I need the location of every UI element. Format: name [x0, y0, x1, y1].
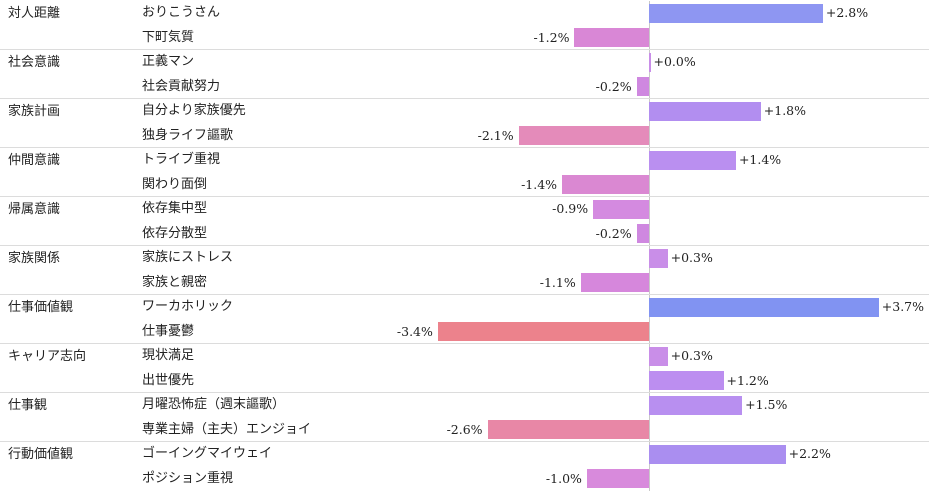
value-label: -1.4% — [521, 177, 557, 193]
category-label: 仲間意識 — [8, 153, 60, 169]
value-label: -2.6% — [447, 422, 483, 438]
value-label: +1.2% — [727, 373, 769, 389]
item-label: 家族と親密 — [142, 275, 207, 291]
item-label: おりこうさん — [142, 5, 220, 21]
bar — [581, 273, 649, 292]
bar — [637, 77, 649, 96]
group-divider — [0, 245, 929, 246]
bar — [488, 420, 649, 439]
value-label: +0.3% — [671, 348, 713, 364]
bar — [649, 298, 879, 317]
value-label: -0.2% — [596, 226, 632, 242]
item-label: 仕事憂鬱 — [142, 324, 194, 340]
group-divider — [0, 196, 929, 197]
value-label: +1.4% — [739, 152, 781, 168]
bar — [562, 175, 649, 194]
value-label: -1.2% — [534, 30, 570, 46]
bar — [587, 469, 649, 488]
category-label: 対人距離 — [8, 6, 60, 22]
bar — [649, 249, 668, 268]
value-label: +1.8% — [764, 103, 806, 119]
category-label: 社会意識 — [8, 55, 60, 71]
item-label: ポジション重視 — [142, 471, 233, 487]
category-label: 帰属意識 — [8, 202, 60, 218]
bar — [649, 396, 742, 415]
value-label: +0.3% — [671, 250, 713, 266]
value-label: -0.2% — [596, 79, 632, 95]
category-label: 仕事価値観 — [8, 300, 73, 316]
group-divider — [0, 98, 929, 99]
item-label: ゴーイングマイウェイ — [142, 446, 272, 462]
item-label: 依存分散型 — [142, 226, 207, 242]
item-label: 関わり面倒 — [142, 177, 207, 193]
category-label: 行動価値観 — [8, 447, 73, 463]
bar — [649, 371, 724, 390]
value-label: -3.4% — [397, 324, 433, 340]
item-label: 依存集中型 — [142, 201, 207, 217]
item-label: 出世優先 — [142, 373, 194, 389]
item-label: 下町気質 — [142, 30, 194, 46]
zero-axis-line — [649, 1, 650, 491]
bar — [649, 151, 736, 170]
value-label: -0.9% — [552, 201, 588, 217]
category-label: 家族計画 — [8, 104, 60, 120]
item-label: トライブ重視 — [142, 152, 220, 168]
bar — [519, 126, 649, 145]
category-label: 仕事観 — [8, 398, 47, 414]
bar — [574, 28, 649, 47]
item-label: 専業主婦（主夫）エンジョイ — [142, 422, 311, 438]
item-label: ワーカホリック — [142, 299, 233, 315]
group-divider — [0, 147, 929, 148]
bar — [637, 224, 649, 243]
item-label: 現状満足 — [142, 348, 194, 364]
bar — [649, 53, 651, 72]
bar — [649, 347, 668, 366]
item-label: 月曜恐怖症（週末謳歌） — [142, 397, 285, 413]
value-label: +2.8% — [826, 5, 868, 21]
group-divider — [0, 294, 929, 295]
group-divider — [0, 392, 929, 393]
value-label: +2.2% — [789, 446, 831, 462]
item-label: 家族にストレス — [142, 250, 233, 266]
bar — [593, 200, 649, 219]
value-label: +0.0% — [654, 54, 696, 70]
bar — [649, 102, 761, 121]
category-label: キャリア志向 — [8, 349, 86, 365]
bar — [649, 4, 823, 23]
value-label: -1.0% — [546, 471, 582, 487]
value-label: -1.1% — [540, 275, 576, 291]
group-divider — [0, 49, 929, 50]
item-label: 自分より家族優先 — [142, 103, 246, 119]
group-divider — [0, 441, 929, 442]
value-label: +1.5% — [745, 397, 787, 413]
item-label: 独身ライフ謳歌 — [142, 128, 233, 144]
value-label: +3.7% — [882, 299, 924, 315]
item-label: 正義マン — [142, 54, 194, 70]
category-label: 家族関係 — [8, 251, 60, 267]
bar — [438, 322, 649, 341]
group-divider — [0, 343, 929, 344]
bar — [649, 445, 786, 464]
item-label: 社会貢献努力 — [142, 79, 220, 95]
value-label: -2.1% — [478, 128, 514, 144]
